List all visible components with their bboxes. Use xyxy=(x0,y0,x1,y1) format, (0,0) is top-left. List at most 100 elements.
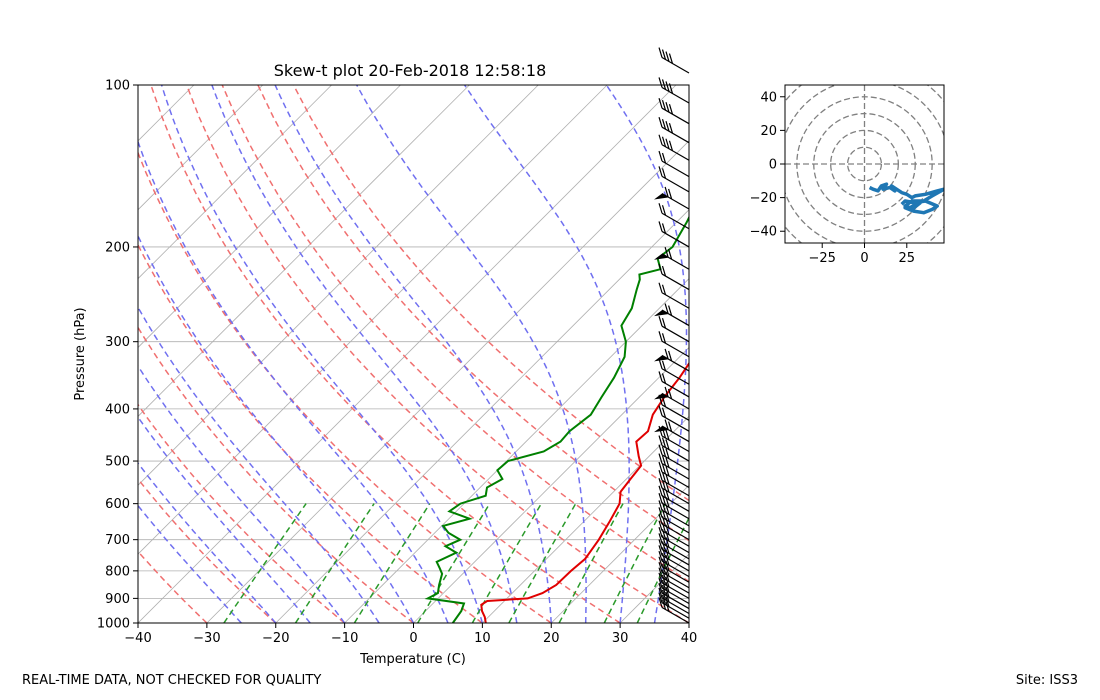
wind-barb xyxy=(658,582,690,610)
moist-adiabat-line xyxy=(138,234,415,623)
hodograph-plot-area xyxy=(785,85,944,243)
x-tick-label: 30 xyxy=(612,631,629,646)
wind-barb xyxy=(658,316,690,343)
isotherm-line xyxy=(413,346,689,623)
x-tick-label: −40 xyxy=(124,631,151,646)
mixing-ratio-line xyxy=(417,503,491,623)
hodograph-y-tick-label: 40 xyxy=(760,90,777,105)
wind-barb xyxy=(658,331,690,358)
isotherm-line xyxy=(138,85,264,211)
isotherm-line xyxy=(138,85,401,349)
wind-barb xyxy=(658,221,690,248)
moist-adiabat-line xyxy=(138,364,346,623)
skew-t-axes: −40 −30 −20 −10 0 10 20 30 40 1000 900 800 700 600 500… xyxy=(97,79,697,647)
moist-adiabat-line xyxy=(138,461,277,623)
wind-barb xyxy=(658,572,690,599)
dry-adiabat-line xyxy=(138,326,414,623)
wind-barb xyxy=(658,577,690,605)
y-tick-label: 100 xyxy=(105,79,130,94)
wind-barb xyxy=(658,77,690,104)
wind-barb xyxy=(658,203,690,230)
wind-barb xyxy=(658,545,690,572)
wind-barb xyxy=(658,47,690,74)
hodograph-y-tick-label: −20 xyxy=(750,191,777,206)
wind-barb xyxy=(658,98,690,125)
moist-adiabat-line xyxy=(160,85,484,623)
wind-barb xyxy=(654,386,690,410)
wind-barb xyxy=(658,405,690,432)
dry-adiabat-line xyxy=(138,477,277,623)
dry-adiabat-line xyxy=(221,85,689,583)
x-tick-label: −10 xyxy=(331,631,358,646)
moist-adiabat-line xyxy=(605,85,688,623)
wind-barb xyxy=(658,567,690,594)
wind-barb xyxy=(658,513,690,541)
wind-barb xyxy=(658,470,690,497)
hodograph-axes: −25 0 25 40 20 0 −20 −40 xyxy=(750,90,915,266)
moist-adiabat-line xyxy=(356,85,587,623)
y-tick-label: 700 xyxy=(105,533,130,548)
isotherm-line xyxy=(138,85,332,280)
dry-adiabat-line xyxy=(138,550,208,623)
dry-adiabat-line xyxy=(150,85,621,623)
wind-barb xyxy=(658,453,690,480)
dry-adiabat-line xyxy=(185,85,689,623)
dry-adiabat-line xyxy=(257,85,689,542)
y-tick-label: 900 xyxy=(105,592,130,607)
mixing-ratio-line xyxy=(636,516,689,623)
x-tick-label: −20 xyxy=(262,631,289,646)
hodograph-ring xyxy=(813,112,916,216)
wind-barb xyxy=(658,117,690,144)
isotherm-line xyxy=(206,140,689,623)
wind-barb xyxy=(654,247,690,270)
mixing-ratio-line xyxy=(353,503,431,623)
wind-barb xyxy=(658,282,690,309)
wind-barb xyxy=(658,477,690,505)
x-tick-label: 10 xyxy=(474,631,491,646)
wind-barb xyxy=(658,539,690,566)
moist-adiabat-line xyxy=(138,415,311,623)
x-tick-label: 40 xyxy=(681,631,698,646)
isotherm-line xyxy=(138,85,608,555)
wind-barb xyxy=(654,419,690,443)
wind-barb xyxy=(658,556,690,583)
hodograph-y-tick-label: 0 xyxy=(769,158,777,173)
hodograph-trace-line xyxy=(868,182,944,215)
dry-adiabat-line xyxy=(138,243,483,623)
wind-barb xyxy=(658,485,690,512)
moist-adiabat-line xyxy=(274,85,553,623)
chart-title: Skew-t plot 20-Feb-2018 12:58:18 xyxy=(274,61,547,80)
y-tick-label: 1000 xyxy=(97,617,130,632)
y-tick-label: 400 xyxy=(105,402,130,417)
moist-adiabat-line xyxy=(138,139,449,623)
moist-adiabat-line xyxy=(463,85,630,623)
hodograph-x-tick-label: −25 xyxy=(808,251,835,266)
y-tick-label: 600 xyxy=(105,497,130,512)
isotherm-line xyxy=(482,415,689,623)
wind-barb xyxy=(658,371,690,398)
wind-barb xyxy=(654,186,690,210)
y-tick-label: 200 xyxy=(105,240,130,255)
hodograph-x-tick-label: 0 xyxy=(860,251,868,266)
moist-adiabat-line xyxy=(138,504,242,623)
wind-barb xyxy=(658,550,690,578)
wind-barbs xyxy=(654,47,690,624)
y-axis-label: Pressure (hPa) xyxy=(73,307,88,400)
isotherm-line xyxy=(138,85,539,486)
isotherm-line xyxy=(344,278,689,623)
wind-barb xyxy=(658,461,690,489)
wind-barb xyxy=(654,303,690,327)
skew-t-plot-area xyxy=(138,85,689,623)
wind-barb xyxy=(658,435,690,462)
hodograph-x-tick-label: 25 xyxy=(899,251,916,266)
mixing-ratio-line xyxy=(294,503,375,623)
wind-barb xyxy=(658,562,690,589)
quality-disclaimer: REAL-TIME DATA, NOT CHECKED FOR QUALITY xyxy=(22,673,322,688)
wind-barb xyxy=(658,444,690,471)
dry-adiabat-line xyxy=(138,403,346,623)
wind-barb xyxy=(658,263,690,291)
wind-barb xyxy=(658,150,690,178)
hodograph-y-tick-label: 20 xyxy=(760,124,777,139)
